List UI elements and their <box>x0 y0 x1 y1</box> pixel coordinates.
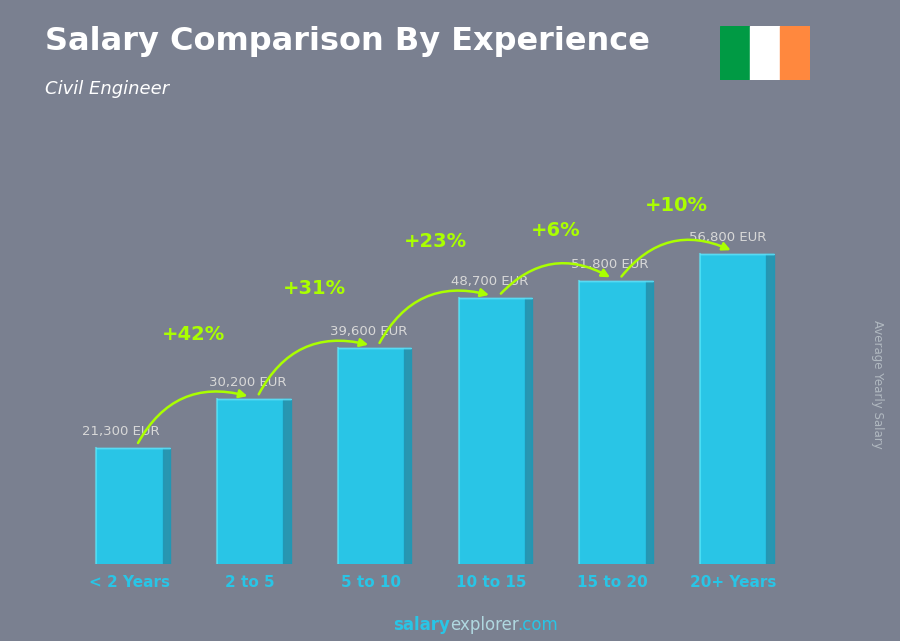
Text: 51,800 EUR: 51,800 EUR <box>572 258 649 271</box>
Text: salary: salary <box>393 616 450 634</box>
FancyBboxPatch shape <box>700 254 767 564</box>
Polygon shape <box>767 254 774 564</box>
FancyBboxPatch shape <box>458 298 525 564</box>
Polygon shape <box>284 399 291 564</box>
Polygon shape <box>163 447 170 564</box>
Text: .com: .com <box>518 616 558 634</box>
Text: 30,200 EUR: 30,200 EUR <box>209 376 286 389</box>
FancyBboxPatch shape <box>580 281 645 564</box>
FancyBboxPatch shape <box>217 399 284 564</box>
Text: Salary Comparison By Experience: Salary Comparison By Experience <box>45 26 650 56</box>
Text: Average Yearly Salary: Average Yearly Salary <box>871 320 884 449</box>
Text: +6%: +6% <box>531 221 580 240</box>
Text: 48,700 EUR: 48,700 EUR <box>451 275 528 288</box>
Text: 56,800 EUR: 56,800 EUR <box>688 231 766 244</box>
FancyBboxPatch shape <box>96 447 163 564</box>
Text: +31%: +31% <box>283 279 346 298</box>
Bar <box>780 26 810 80</box>
Bar <box>750 26 780 80</box>
Text: +42%: +42% <box>162 325 225 344</box>
Text: 39,600 EUR: 39,600 EUR <box>330 325 407 338</box>
Polygon shape <box>645 281 652 564</box>
Text: 21,300 EUR: 21,300 EUR <box>82 425 160 438</box>
Polygon shape <box>525 298 532 564</box>
Bar <box>720 26 750 80</box>
Polygon shape <box>404 347 411 564</box>
Text: +23%: +23% <box>403 232 466 251</box>
Text: +10%: +10% <box>645 196 708 215</box>
FancyBboxPatch shape <box>338 347 404 564</box>
Text: Civil Engineer: Civil Engineer <box>45 80 169 98</box>
Text: explorer: explorer <box>450 616 518 634</box>
